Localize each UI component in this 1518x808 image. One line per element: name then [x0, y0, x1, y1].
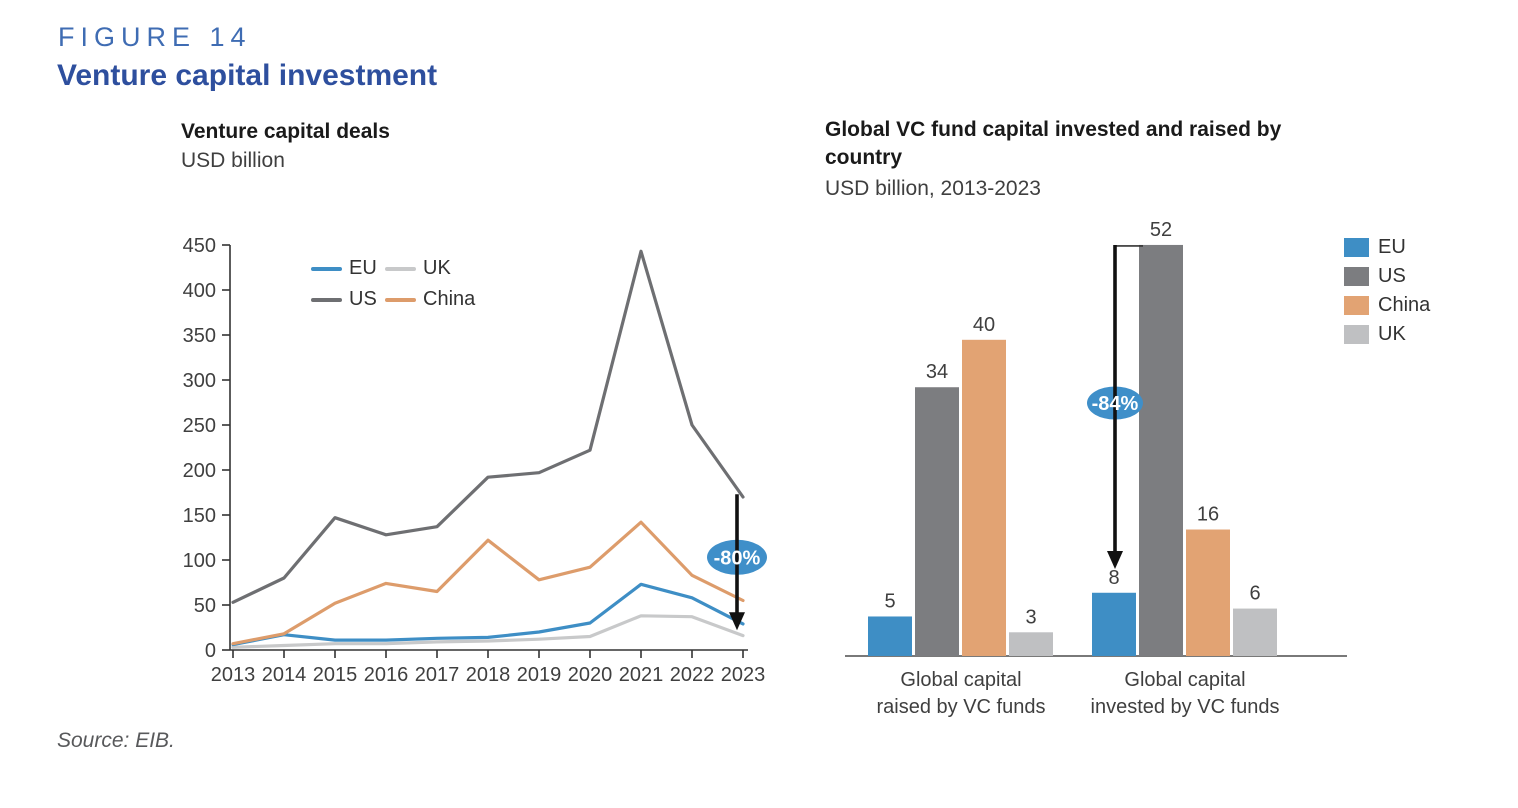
legend-label-eu: EU — [349, 257, 377, 279]
x-axis-tick-label: 2019 — [517, 664, 562, 686]
bar-china-group2 — [1186, 529, 1230, 656]
category-label-group1-line2: raised by VC funds — [877, 696, 1046, 718]
x-axis-tick-label: 2020 — [568, 664, 613, 686]
bar-chart-subtitle: USD billion, 2013-2023 — [825, 177, 1041, 200]
uk-square-swatch — [1344, 324, 1369, 344]
legend-label-us: US — [349, 288, 377, 310]
y-axis-tick-label: 400 — [183, 280, 216, 302]
bar-chart-title-line-1: Global VC fund capital invested and rais… — [825, 118, 1282, 141]
bar-chart-legend: EU US China UK — [1344, 235, 1431, 345]
annotation-label: -84% — [1092, 393, 1139, 415]
y-axis-tick-label: 450 — [183, 235, 216, 257]
bar-value-label-us-group2: 52 — [1150, 219, 1172, 241]
china-square-swatch — [1344, 295, 1369, 315]
line-series-uk — [231, 614, 745, 649]
x-axis-tick-label: 2017 — [415, 664, 460, 686]
bar-value-label-china-group1: 40 — [973, 314, 995, 336]
legend-label-china: China — [1378, 293, 1431, 316]
y-axis-tick-label: 100 — [183, 550, 216, 572]
bar-value-label-eu-group1: 5 — [884, 590, 895, 612]
bar-value-label-china-group2: 16 — [1197, 504, 1219, 526]
uk-line-swatch — [385, 266, 416, 271]
bar-us-group2 — [1139, 244, 1183, 656]
x-axis-tick-label: 2014 — [262, 664, 307, 686]
bar-uk-group2 — [1233, 608, 1277, 656]
bar-eu-group1 — [868, 616, 912, 656]
line-series-us — [231, 249, 745, 604]
x-axis-tick-label: 2023 — [721, 664, 766, 686]
bar-china-group1 — [962, 339, 1006, 656]
legend-label-uk: UK — [423, 257, 451, 279]
bar-value-label-us-group1: 34 — [926, 361, 948, 383]
bar-uk-group1 — [1009, 632, 1053, 656]
x-axis-tick-label: 2022 — [670, 664, 715, 686]
y-axis-tick-label: 200 — [183, 460, 216, 482]
us-line-swatch — [311, 297, 342, 302]
bar-chart-title-line-2: country — [825, 146, 903, 169]
down-arrow-icon — [1107, 551, 1123, 570]
legend-item-china: China — [1344, 293, 1431, 316]
legend-item-china: China — [385, 288, 475, 311]
line-series-china — [231, 520, 745, 646]
legend-label-china: China — [423, 288, 476, 310]
category-label-group2-line1: Global capital — [1124, 669, 1245, 691]
eu-line-swatch — [311, 266, 342, 271]
bar-value-label-uk-group1: 3 — [1025, 606, 1036, 628]
category-label-group2-line2: invested by VC funds — [1091, 696, 1280, 718]
eu-square-swatch — [1344, 237, 1369, 257]
x-axis-tick-label: 2018 — [466, 664, 511, 686]
legend-item-uk: UK — [385, 257, 475, 280]
bar-chart: 5 8 34 52 40 16 3 6 Global capital raised by VC f… — [845, 219, 1347, 718]
bar-chart-title: Global VC fund capital invested and rais… — [825, 116, 1305, 172]
category-label-group1-line1: Global capital — [900, 669, 1021, 691]
line-chart-title: Venture capital deals — [181, 120, 390, 143]
us-square-swatch — [1344, 266, 1369, 286]
y-axis-tick-label: 300 — [183, 370, 216, 392]
figure-label: FIGURE 14 — [58, 22, 252, 52]
bar-value-label-eu-group2: 8 — [1108, 567, 1119, 589]
legend-label-us: US — [1378, 264, 1406, 287]
legend-item-eu: EU — [1344, 235, 1430, 258]
line-chart-legend: EU UK US China — [311, 253, 475, 315]
x-axis-tick-label: 2013 — [211, 664, 256, 686]
legend-item-us: US — [1344, 264, 1430, 287]
china-line-swatch — [385, 297, 416, 302]
annotation-label: -80% — [714, 547, 761, 569]
y-axis-tick-label: 50 — [194, 595, 216, 617]
y-axis-tick-label: 350 — [183, 325, 216, 347]
y-axis-tick-label: 150 — [183, 505, 216, 527]
legend-label-uk: UK — [1378, 322, 1406, 345]
down-arrow-icon — [729, 612, 745, 631]
legend-item-uk: UK — [1344, 322, 1430, 345]
x-axis-tick-label: 2015 — [313, 664, 358, 686]
legend-item-us: US — [311, 288, 385, 311]
line-chart: 0 50 100 150 200 250 300 350 400 450 2013 2014 2015 2… — [183, 235, 767, 686]
y-axis-tick-label: 0 — [205, 640, 216, 662]
y-axis-tick-label: 250 — [183, 415, 216, 437]
bar-eu-group2 — [1092, 592, 1136, 656]
bar-value-label-uk-group2: 6 — [1249, 583, 1260, 605]
line-series-eu — [231, 582, 745, 647]
bar-us-group1 — [915, 387, 959, 656]
line-chart-subtitle: USD billion — [181, 149, 285, 172]
x-axis-tick-label: 2016 — [364, 664, 409, 686]
figure-title: Venture capital investment — [57, 59, 438, 92]
legend-label-eu: EU — [1378, 235, 1406, 258]
x-axis-tick-label: 2021 — [619, 664, 664, 686]
source-note: Source: EIB. — [57, 729, 175, 752]
legend-item-eu: EU — [311, 257, 385, 280]
